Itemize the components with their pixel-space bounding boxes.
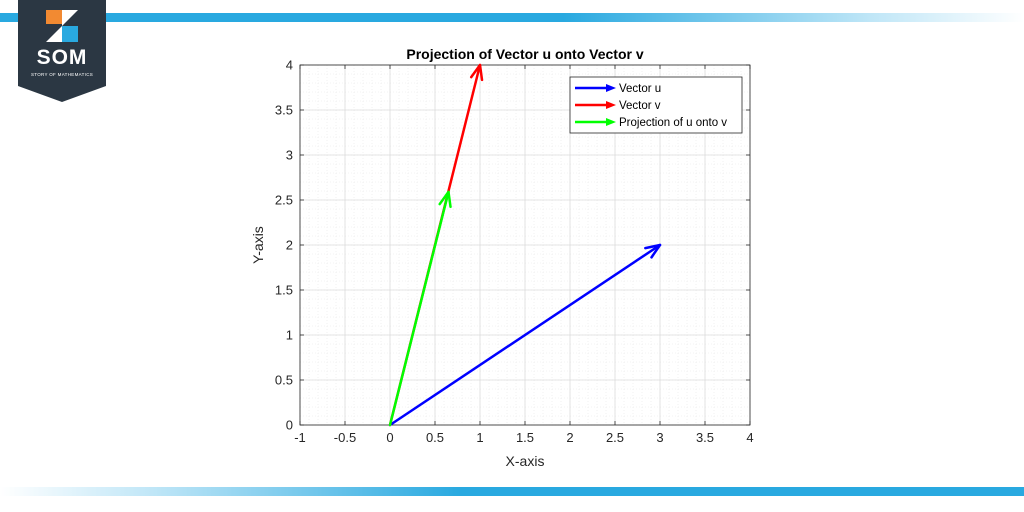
vector-series-3-shaft (388, 190, 450, 427)
bottom-accent-band (0, 487, 1024, 496)
vector-series-1 (388, 243, 662, 427)
x-tick-label: -0.5 (334, 430, 356, 445)
y-tick-label: 3.5 (275, 103, 293, 118)
tick-labels: -1 -0.5 0 0.5 1 1.5 2 2.5 3 3.5 4 0 0.5 1 1.5 2 2.5 3 3.5 4 (275, 58, 754, 446)
vector-series-3 (388, 190, 452, 427)
som-logo: SOM STORY OF MATHEMATICS (18, 0, 106, 102)
vector-series-2-head (469, 63, 484, 82)
y-tick-label: 0.5 (275, 373, 293, 388)
x-axis-label: X-axis (506, 453, 545, 469)
x-tick-label: 2 (566, 430, 573, 445)
vector-series-3-head (438, 190, 452, 209)
logo-tagline: STORY OF MATHEMATICS (30, 72, 94, 77)
legend-arrowhead (606, 101, 616, 109)
y-axis-label: Y-axis (250, 226, 266, 264)
axes (299, 64, 751, 426)
legend-entry: Vector v (575, 100, 661, 112)
x-tick-label: 1.5 (516, 430, 534, 445)
x-tick-label: 2.5 (606, 430, 624, 445)
legend-entry: Vector u (575, 83, 661, 95)
x-tick-label: 3 (656, 430, 663, 445)
y-tick-label: 4 (286, 58, 293, 73)
legend-arrowhead (606, 84, 616, 92)
y-tick-label: 1.5 (275, 283, 293, 298)
logo-wordmark: SOM (36, 46, 88, 69)
vector-series-1-head (644, 243, 662, 259)
y-tick-label: 2.5 (275, 193, 293, 208)
chart-title: Projection of Vector u onto Vector v (406, 46, 643, 62)
legend-label: Vector u (619, 83, 661, 95)
legend: Vector u Vector v Projection of u onto v (569, 76, 743, 134)
x-tick-label: 4 (746, 430, 753, 445)
top-accent-band (0, 13, 1024, 22)
vectors (388, 63, 662, 427)
y-tick-label: 2 (286, 238, 293, 253)
y-tick-label: 1 (286, 328, 293, 343)
legend-label: Projection of u onto v (619, 117, 727, 129)
x-tick-label: 1 (476, 430, 483, 445)
y-tick-label: 0 (286, 418, 293, 433)
x-tick-label: 3.5 (696, 430, 714, 445)
legend-arrowhead (606, 118, 616, 126)
x-tick-label: -1 (294, 430, 306, 445)
legend-entry: Projection of u onto v (575, 117, 727, 129)
x-tick-label: 0 (386, 430, 393, 445)
legend-label: Vector v (619, 100, 661, 112)
vector-series-1-shaft (388, 243, 662, 427)
x-tick-label: 0.5 (426, 430, 444, 445)
y-tick-label: 3 (286, 148, 293, 163)
